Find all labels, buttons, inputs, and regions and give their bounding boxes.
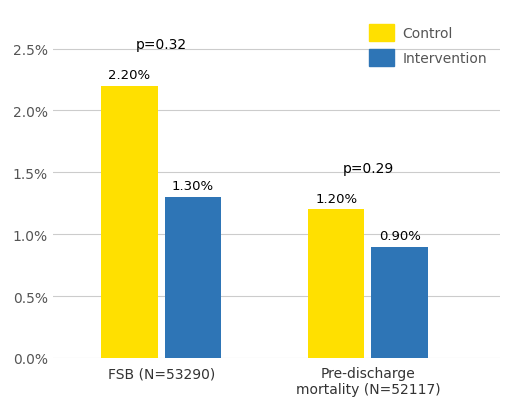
Text: 1.30%: 1.30% <box>172 180 214 193</box>
Bar <box>101 87 158 358</box>
Bar <box>165 198 221 358</box>
Text: 0.90%: 0.90% <box>379 229 420 242</box>
Bar <box>372 247 428 358</box>
Text: p=0.29: p=0.29 <box>343 162 394 175</box>
Text: 1.20%: 1.20% <box>315 192 357 205</box>
Legend: Control, Intervention: Control, Intervention <box>364 19 493 73</box>
Text: p=0.32: p=0.32 <box>136 38 187 52</box>
Text: 2.20%: 2.20% <box>109 69 151 81</box>
Bar <box>308 210 365 358</box>
